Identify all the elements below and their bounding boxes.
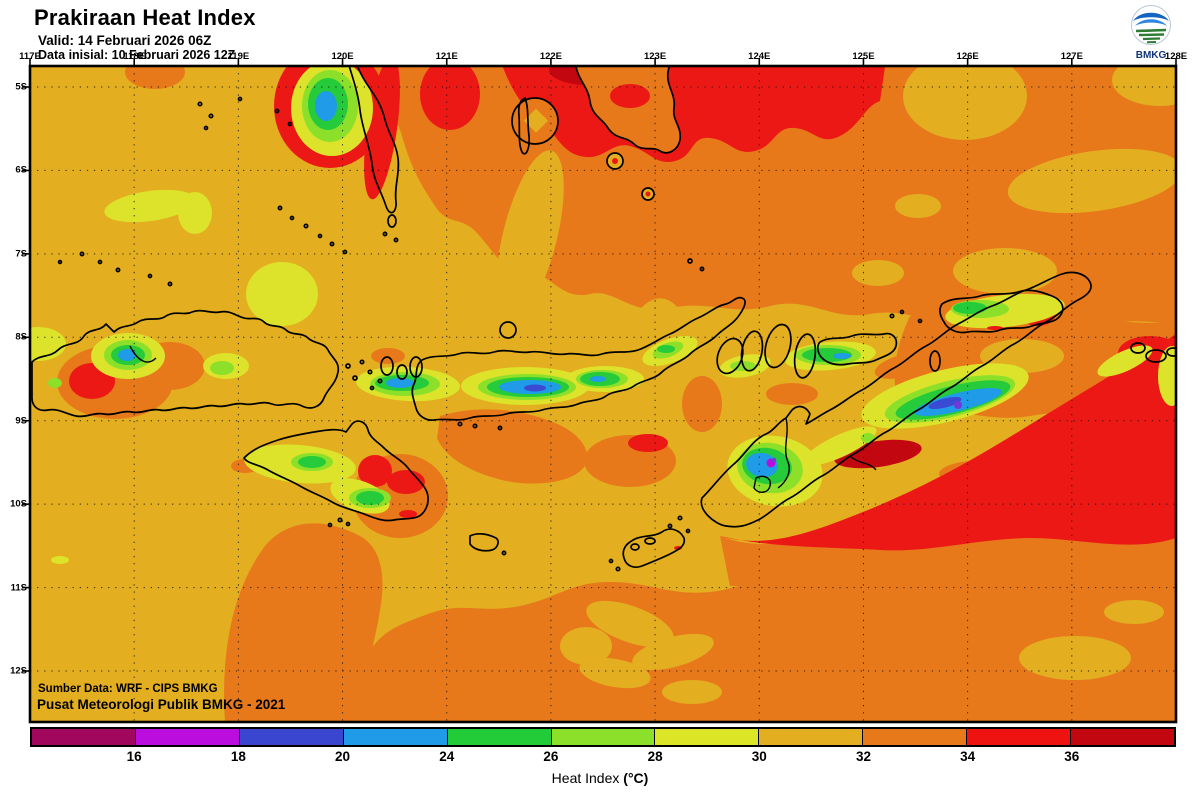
- lon-label-120E: 120E: [331, 51, 354, 62]
- valid-time-label: Valid: 14 Februari 2026 06Z: [38, 33, 212, 48]
- init-time-label: Data inisial: 10 Februari 2026 12Z: [38, 48, 236, 62]
- lon-label-122E: 122E: [539, 51, 562, 62]
- colorbar-segment-20-24: [343, 729, 448, 745]
- lat-label-5S: 5S: [15, 81, 27, 93]
- lat-label-7S: 7S: [15, 248, 27, 260]
- lon-label-127E: 127E: [1060, 51, 1083, 62]
- colorbar-caption: Heat Index (°C): [0, 770, 1200, 786]
- lat-label-12S: 12S: [10, 665, 27, 677]
- colorbar-segment-30-32: [759, 729, 864, 745]
- lon-label-128E: 128E: [1164, 51, 1188, 62]
- colorbar-segment-18-20: [239, 729, 344, 745]
- data-source-line: Sumber Data: WRF - CIPS BMKG: [38, 683, 218, 695]
- colorbar-tick-26: 26: [543, 749, 559, 764]
- colorbar-segment-26-28: [551, 729, 656, 745]
- colorbar-tick-36: 36: [1064, 749, 1080, 764]
- colorbar-segment-28-30: [655, 729, 760, 745]
- lon-label-125E: 125E: [852, 51, 875, 62]
- lat-label-6S: 6S: [15, 164, 27, 176]
- colorbar-segment-<16: [32, 729, 136, 745]
- bmkg-logo: BMKG: [1128, 4, 1174, 61]
- lon-label-118E: 118E: [123, 51, 146, 62]
- lon-label-123E: 123E: [643, 51, 667, 62]
- axis-ticks: [22, 58, 1177, 672]
- colorbar-tick-28: 28: [647, 749, 663, 764]
- lon-label-117E: 117E: [19, 51, 41, 62]
- bmkg-logo-label: BMKG: [1135, 50, 1167, 61]
- colorbar-segment-34-36: [967, 729, 1072, 745]
- heat-index-colorbar: [30, 727, 1176, 747]
- bmkg-logo-icon: [1131, 5, 1171, 45]
- colorbar-tick-16: 16: [126, 749, 142, 764]
- colorbar-tick-30: 30: [751, 749, 767, 764]
- colorbar-segment->36: [1071, 729, 1174, 745]
- colorbar-segment-32-34: [863, 729, 968, 745]
- colorbar-tick-34: 34: [960, 749, 976, 764]
- heat-field-layer: [30, 66, 1176, 722]
- lon-label-124E: 124E: [748, 51, 771, 62]
- caption-unit: (°C): [623, 770, 649, 786]
- colorbar-tick-32: 32: [855, 749, 871, 764]
- colorbar-tick-24: 24: [439, 749, 455, 764]
- colorbar-segment-16-18: [135, 729, 240, 745]
- lon-label-121E: 121E: [435, 51, 458, 62]
- lat-label-9S: 9S: [15, 415, 27, 427]
- coastlines-layer: [31, 66, 1176, 572]
- colorbar-tick-18: 18: [230, 749, 246, 764]
- caption-text: Heat Index: [551, 770, 624, 786]
- map-frame: [28, 64, 1178, 724]
- page-title: Prakiraan Heat Index: [34, 5, 256, 30]
- colorbar-segment-24-26: [447, 729, 552, 745]
- colorbar-tick-20: 20: [335, 749, 351, 764]
- lon-label-126E: 126E: [956, 51, 979, 62]
- lat-label-11S: 11S: [10, 582, 27, 594]
- lat-label-10S: 10S: [10, 498, 27, 510]
- issuer-line: Pusat Meteorologi Publik BMKG - 2021: [37, 697, 286, 712]
- lon-label-119E: 119E: [227, 51, 250, 62]
- lat-label-8S: 8S: [15, 331, 27, 343]
- heat-index-map: [22, 58, 1178, 724]
